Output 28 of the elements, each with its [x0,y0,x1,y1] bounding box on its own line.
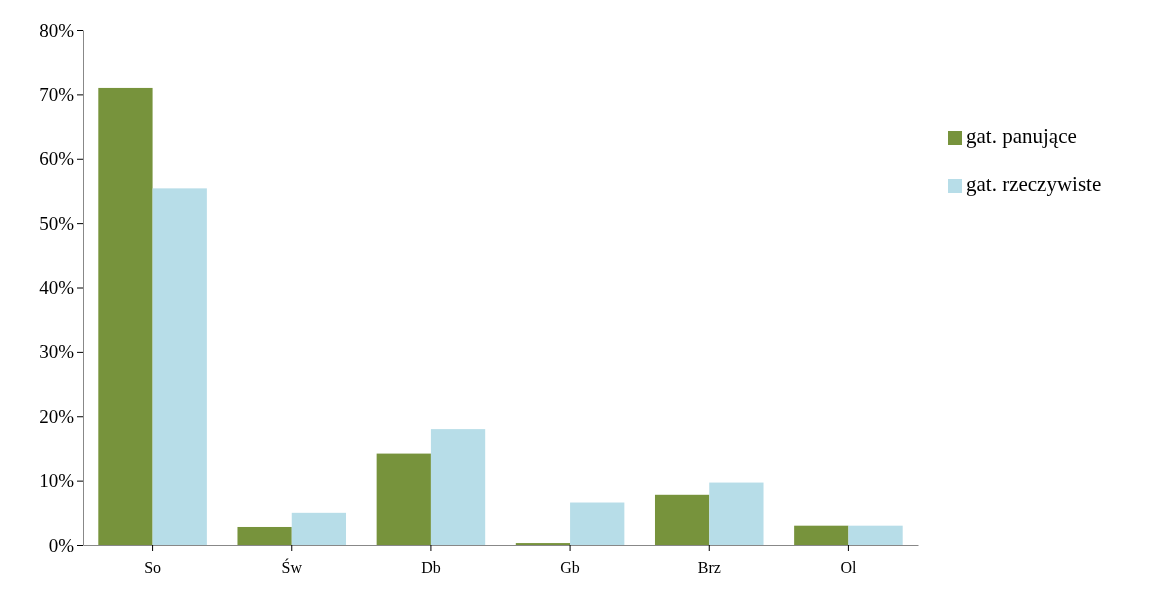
x-tick-label: Św [281,558,303,577]
bar [237,526,292,545]
bar [848,525,903,545]
y-tick-label: 30% [39,341,75,363]
legend-label: gat. rzeczywiste [966,172,1102,196]
y-tick-label: 80% [39,19,75,41]
y-tick-label: 70% [39,83,75,105]
bar [709,482,764,545]
y-tick-label: 0% [48,534,75,556]
bar [570,502,625,545]
bar [152,188,207,545]
bar [430,429,486,545]
x-tick-label: Db [421,559,441,577]
legend-label: gat. panujące [966,124,1077,148]
x-tick-label: Gb [560,559,580,577]
y-tick-label: 50% [39,212,75,234]
bar [98,87,153,545]
y-tick-label: 60% [39,148,75,170]
x-tick-label: Ol [840,559,857,577]
bar [794,525,849,545]
x-tick-label: Brz [697,559,721,577]
y-tick-label: 40% [39,277,75,299]
bar [376,453,431,545]
bar [654,494,710,545]
x-tick-label: So [144,559,162,577]
y-tick-label: 10% [39,470,75,492]
y-tick-label: 20% [39,405,75,427]
bar [291,512,347,545]
